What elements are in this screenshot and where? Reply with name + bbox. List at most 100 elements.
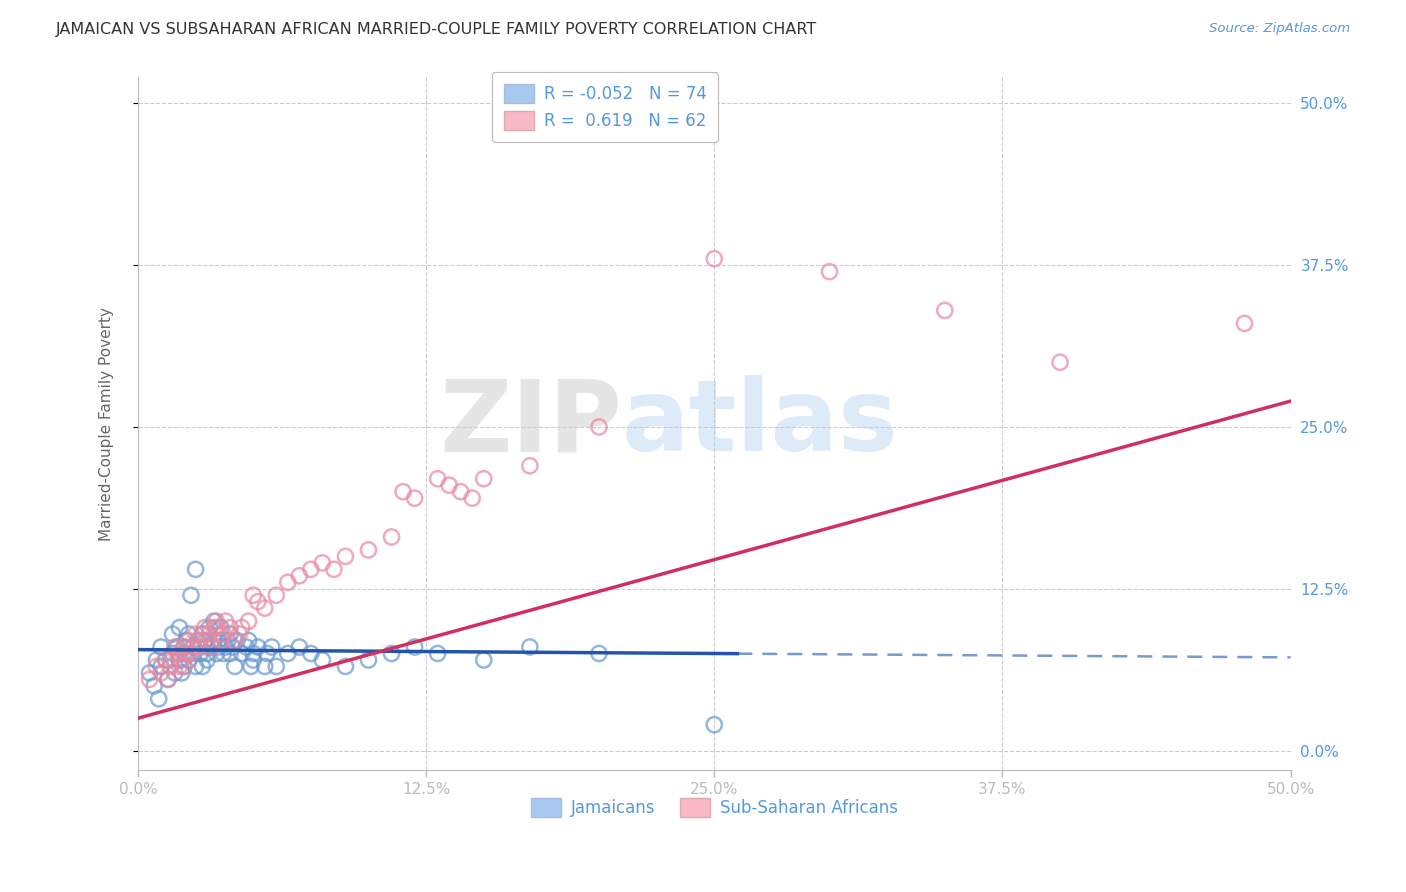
Point [170, 665, 193, 680]
Point [357, 653, 380, 667]
Point [239, 659, 262, 673]
Point [1049, 355, 1071, 369]
Point [214, 640, 236, 654]
Point [143, 679, 166, 693]
Point [169, 653, 191, 667]
Point [191, 627, 214, 641]
Point [138, 665, 160, 680]
Point [194, 633, 217, 648]
Text: JAMAICAN VS SUBSAHARAN AFRICAN MARRIED-COUPLE FAMILY POVERTY CORRELATION CHART: JAMAICAN VS SUBSAHARAN AFRICAN MARRIED-C… [56, 22, 817, 37]
Point [277, 647, 299, 661]
Point [437, 478, 460, 492]
Point [184, 659, 207, 673]
Point [202, 621, 225, 635]
Point [246, 640, 269, 654]
Text: Source: ZipAtlas.com: Source: ZipAtlas.com [1209, 22, 1350, 36]
Point [242, 588, 264, 602]
Y-axis label: Married-Couple Family Poverty: Married-Couple Family Poverty [100, 307, 114, 541]
Point [212, 627, 235, 641]
Point [150, 640, 173, 654]
Point [181, 640, 204, 654]
Point [162, 653, 184, 667]
Point [450, 484, 472, 499]
Point [180, 588, 202, 602]
Point [177, 653, 200, 667]
Point [322, 562, 344, 576]
Point [202, 633, 225, 648]
Point [260, 640, 283, 654]
Point [299, 647, 322, 661]
Point [176, 633, 198, 648]
Point [166, 647, 188, 661]
Point [231, 621, 253, 635]
Point [156, 673, 179, 687]
Point [224, 633, 246, 648]
Point [191, 659, 214, 673]
Point [155, 653, 177, 667]
Point [180, 647, 202, 661]
Point [404, 491, 426, 505]
Point [156, 673, 179, 687]
Point [404, 640, 426, 654]
Point [177, 633, 200, 648]
Point [246, 595, 269, 609]
Point [588, 647, 610, 661]
Point [148, 691, 170, 706]
Point [228, 627, 250, 641]
Point [198, 621, 221, 635]
Point [169, 659, 191, 673]
Point [238, 614, 260, 628]
Point [170, 653, 193, 667]
Point [588, 420, 610, 434]
Point [184, 562, 207, 576]
Point [226, 633, 249, 648]
Point [380, 530, 402, 544]
Point [173, 659, 195, 673]
Point [187, 633, 209, 648]
Point [519, 640, 541, 654]
Point [335, 659, 357, 673]
Point [288, 569, 311, 583]
Point [235, 640, 257, 654]
Point [242, 653, 264, 667]
Point [173, 659, 195, 673]
Point [221, 640, 243, 654]
Point [194, 621, 217, 635]
Point [472, 472, 495, 486]
Point [1233, 317, 1256, 331]
Point [277, 575, 299, 590]
Point [311, 653, 333, 667]
Point [266, 659, 288, 673]
Point [703, 717, 725, 731]
Point [205, 614, 228, 628]
Point [219, 621, 242, 635]
Point [202, 614, 225, 628]
Point [155, 653, 177, 667]
Point [195, 647, 218, 661]
Point [219, 647, 242, 661]
Point [138, 673, 160, 687]
Point [176, 647, 198, 661]
Point [180, 647, 202, 661]
Point [173, 647, 195, 661]
Point [224, 659, 246, 673]
Point [205, 647, 228, 661]
Point [299, 562, 322, 576]
Point [195, 653, 218, 667]
Point [166, 640, 188, 654]
Point [209, 633, 232, 648]
Point [426, 647, 449, 661]
Point [357, 543, 380, 558]
Point [209, 621, 232, 635]
Point [256, 647, 278, 661]
Point [145, 653, 167, 667]
Point [219, 627, 242, 641]
Point [238, 633, 260, 648]
Point [208, 633, 231, 648]
Point [335, 549, 357, 564]
Legend: Jamaicans, Sub-Saharan Africans: Jamaicans, Sub-Saharan Africans [524, 791, 904, 824]
Point [195, 640, 218, 654]
Point [392, 484, 415, 499]
Point [242, 647, 264, 661]
Point [231, 647, 253, 661]
